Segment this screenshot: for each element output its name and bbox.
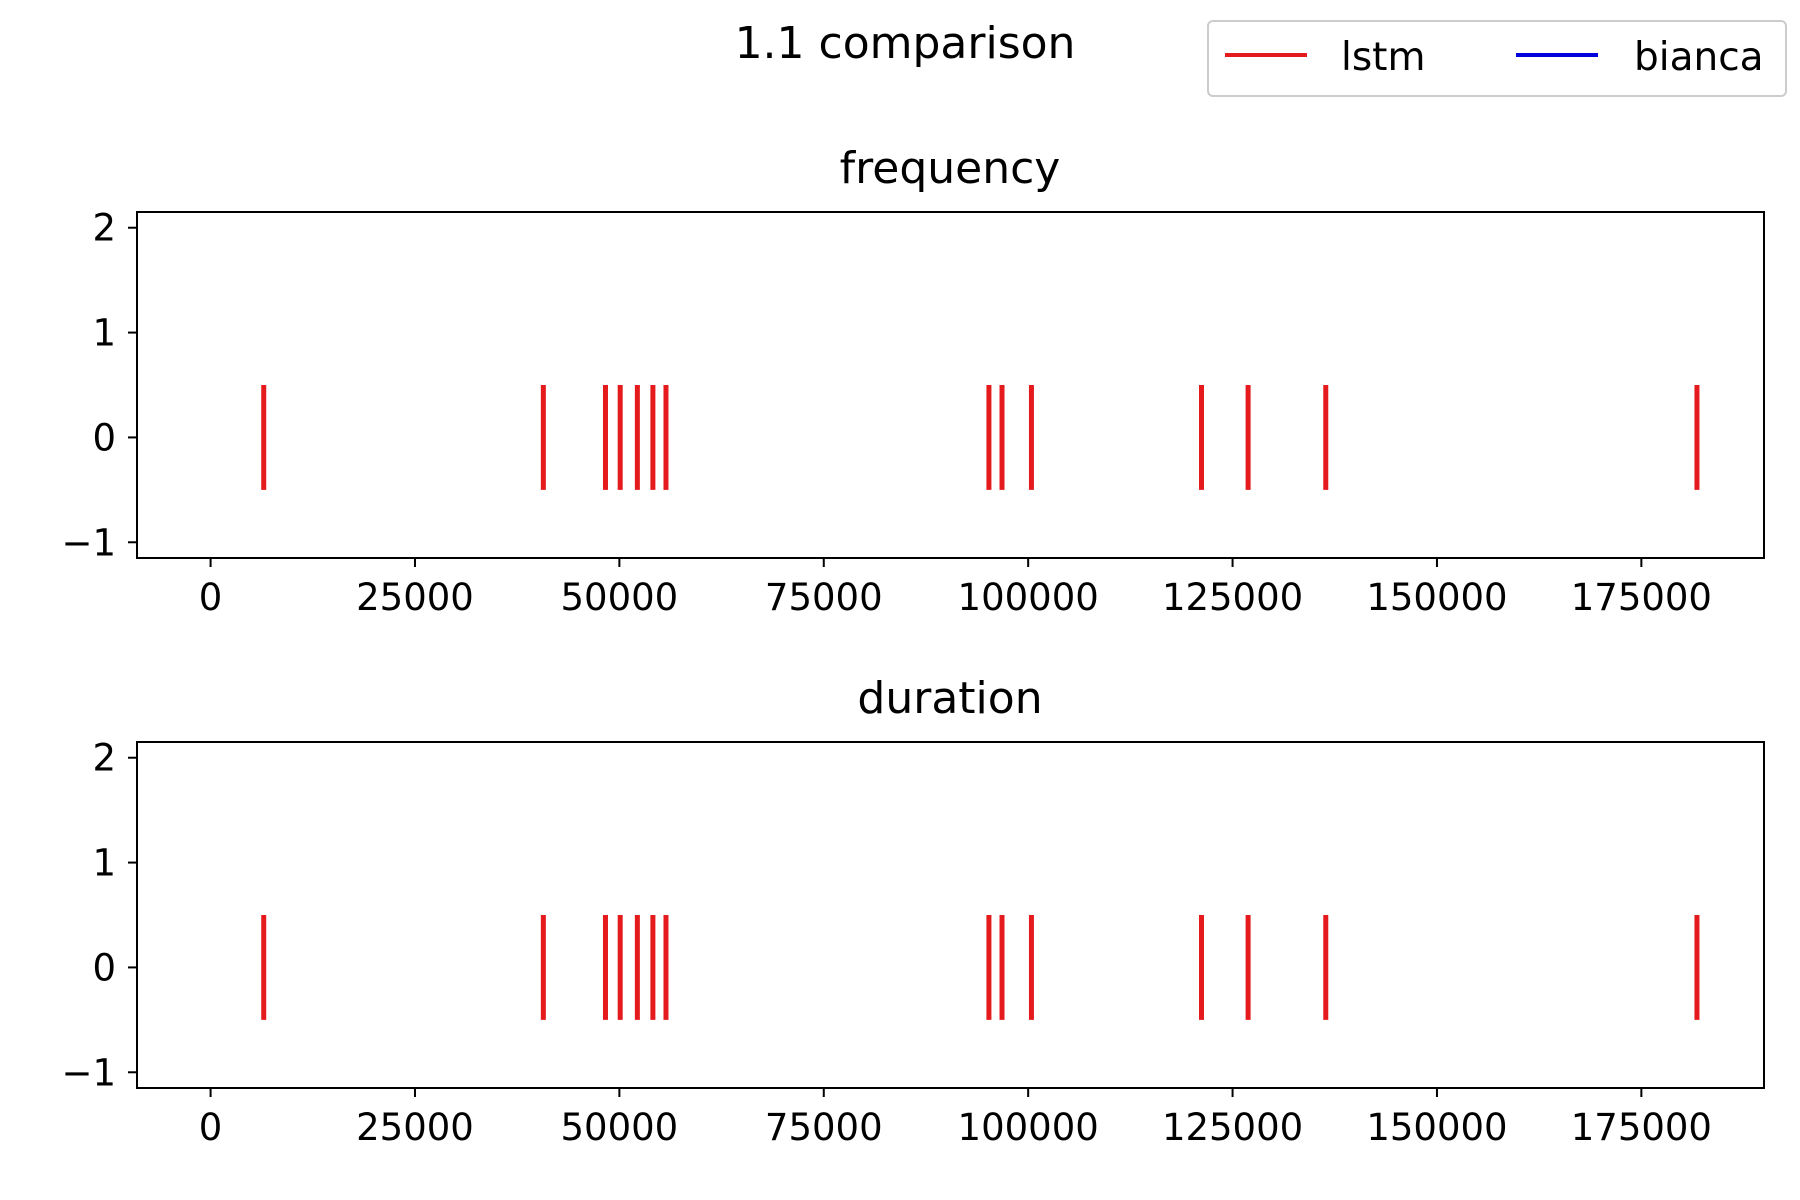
frequency-y-tick-label: 0 xyxy=(92,416,116,459)
duration-x-axis: 0 25000 50000 75000 100000 125000 150000 175000 xyxy=(199,1088,1712,1149)
duration-y-axis: −1 0 1 2 xyxy=(61,737,137,1094)
frequency-event-marks xyxy=(261,385,1700,490)
duration-x-tick-label: 0 xyxy=(199,1106,223,1149)
duration-y-tick-label: −1 xyxy=(61,1051,116,1094)
duration-x-tick-label: 125000 xyxy=(1162,1106,1303,1149)
frequency-x-tick-label: 175000 xyxy=(1571,576,1712,619)
frequency-x-tick-label: 0 xyxy=(199,576,223,619)
duration-panel-title: duration xyxy=(857,673,1042,724)
duration-y-tick-label: 0 xyxy=(92,946,116,989)
frequency-y-tick-label: 1 xyxy=(92,312,116,355)
duration-y-tick-label: 2 xyxy=(92,737,116,780)
frequency-x-axis: 0 25000 50000 75000 100000 125000 150000 175000 xyxy=(199,558,1712,619)
frequency-y-axis: −1 0 1 2 xyxy=(61,207,137,564)
duration-x-tick-label: 175000 xyxy=(1571,1106,1712,1149)
duration-x-tick-label: 50000 xyxy=(561,1106,679,1149)
duration-y-tick-label: 1 xyxy=(92,842,116,885)
frequency-panel-title: frequency xyxy=(840,143,1061,194)
frequency-x-tick-label: 50000 xyxy=(561,576,679,619)
legend-label-lstm: lstm xyxy=(1341,35,1425,80)
duration-x-tick-label: 75000 xyxy=(765,1106,883,1149)
legend-entry-bianca: bianca xyxy=(1516,35,1764,80)
legend-frame xyxy=(1207,20,1787,97)
frequency-panel: frequency 0 25000 50000 75000 100000 125000 15… xyxy=(61,143,1765,619)
frequency-x-tick-label: 125000 xyxy=(1162,576,1303,619)
duration-panel: duration 0 25000 50000 75000 100000 125000 150… xyxy=(61,673,1765,1149)
frequency-y-tick-label: 2 xyxy=(92,207,116,250)
legend-entry-lstm: lstm xyxy=(1225,35,1425,80)
duration-x-tick-label: 100000 xyxy=(958,1106,1099,1149)
duration-event-marks xyxy=(261,915,1700,1020)
duration-x-tick-label: 150000 xyxy=(1366,1106,1507,1149)
duration-x-tick-label: 25000 xyxy=(356,1106,474,1149)
frequency-x-tick-label: 150000 xyxy=(1366,576,1507,619)
duration-plot-frame xyxy=(136,741,1765,1089)
frequency-plot-frame xyxy=(136,211,1765,559)
legend: lstm bianca xyxy=(1207,20,1787,97)
frequency-x-tick-label: 100000 xyxy=(958,576,1099,619)
legend-label-bianca: bianca xyxy=(1634,35,1764,80)
frequency-x-tick-label: 75000 xyxy=(765,576,883,619)
frequency-x-tick-label: 25000 xyxy=(356,576,474,619)
frequency-y-tick-label: −1 xyxy=(61,521,116,564)
figure-suptitle: 1.1 comparison xyxy=(735,18,1076,69)
